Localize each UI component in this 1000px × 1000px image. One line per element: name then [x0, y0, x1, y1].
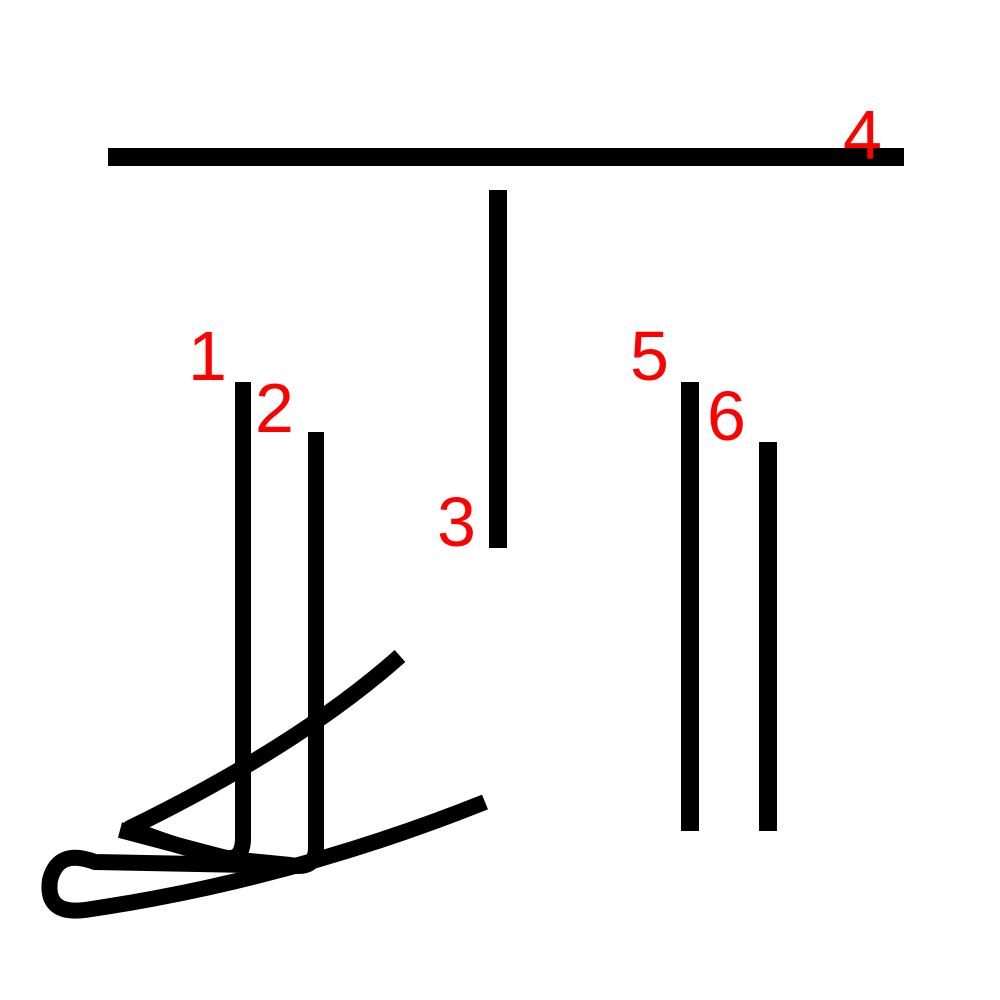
stroke-number-1: 1: [188, 317, 227, 395]
stroke-number-6: 6: [707, 377, 746, 455]
stroke-lower-sweep: [41, 794, 488, 919]
stroke-number-2: 2: [255, 369, 294, 447]
stroke-number-4: 4: [843, 96, 882, 174]
stroke-number-5: 5: [630, 317, 669, 395]
stroke-rising-curve: [122, 650, 406, 874]
stroke-number-3: 3: [437, 483, 476, 561]
stroke-2: [189, 432, 324, 874]
